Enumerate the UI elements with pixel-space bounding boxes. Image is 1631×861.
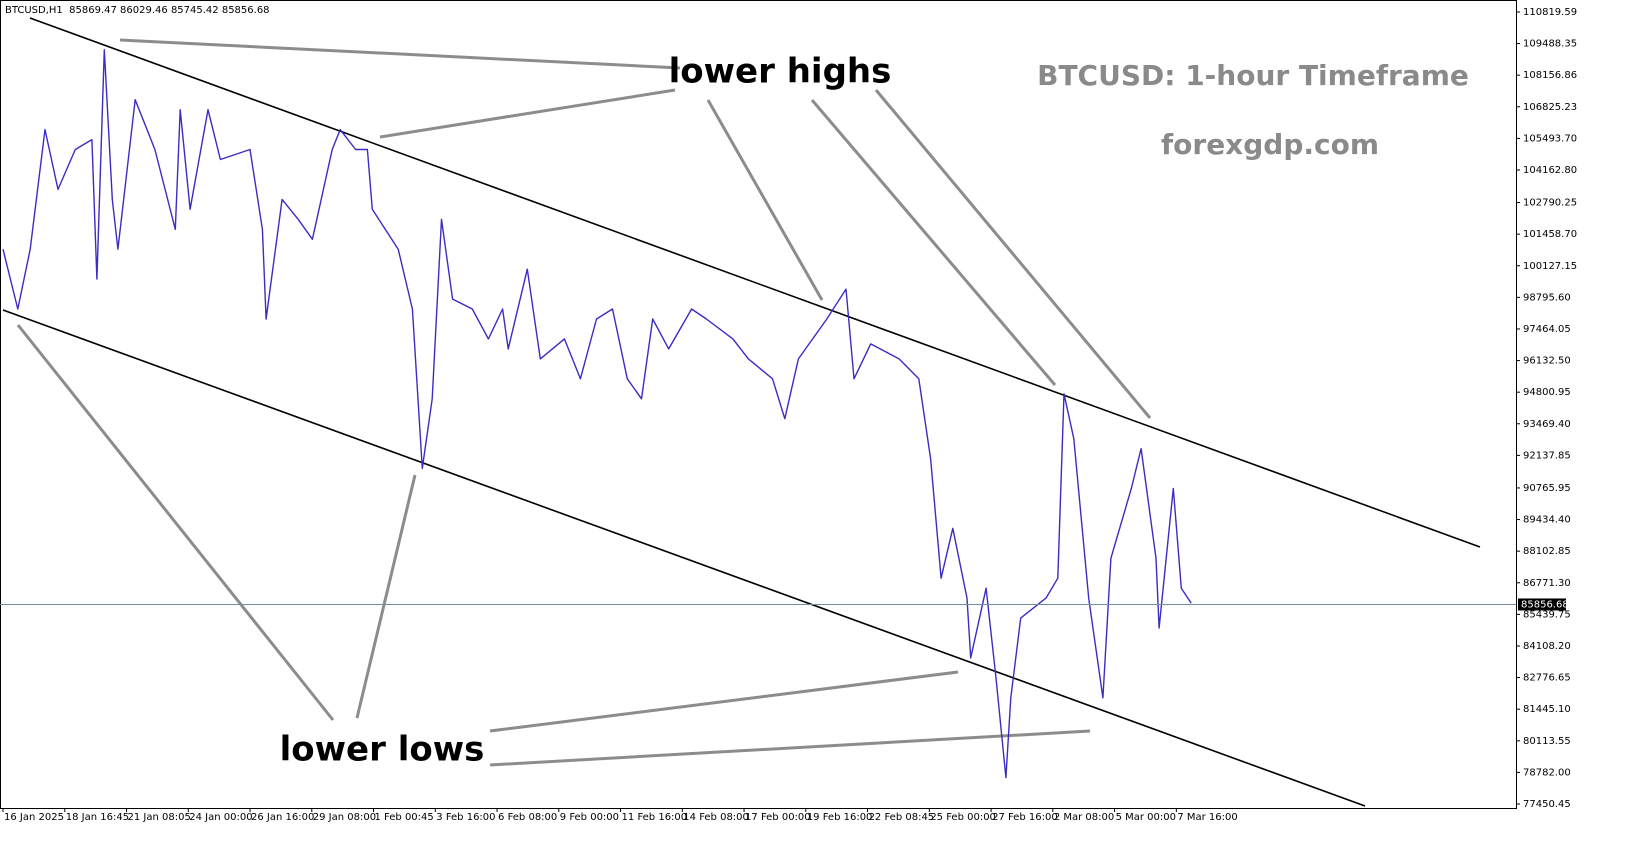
price-line <box>2 49 1192 779</box>
upper-trendline <box>29 17 1481 548</box>
x-tick-label: 27 Feb 16:00 <box>992 812 1058 823</box>
y-tick-label: 109488.35 <box>1523 39 1577 50</box>
chart-subtitle: forexgdp.com <box>1161 128 1379 161</box>
x-tick-label: 29 Jan 08:00 <box>313 812 376 823</box>
x-tick-label: 22 Feb 08:45 <box>869 812 935 823</box>
x-tick-label: 19 Feb 16:00 <box>807 812 873 823</box>
x-tick-label: 18 Jan 16:45 <box>66 812 129 823</box>
x-tick-label: 6 Feb 08:00 <box>498 812 557 823</box>
y-tick-label: 100127.15 <box>1523 261 1577 272</box>
x-tick-label: 7 Mar 16:00 <box>1177 812 1237 823</box>
x-tick-label: 14 Feb 08:00 <box>683 812 749 823</box>
y-tick-label: 81445.10 <box>1523 704 1571 715</box>
y-tick-label: 84108.20 <box>1523 641 1571 652</box>
lower-trendline <box>2 309 1366 807</box>
pointer <box>489 729 1091 767</box>
plot-frame <box>0 0 1517 809</box>
x-tick-label: 24 Jan 00:00 <box>189 812 252 823</box>
y-tick-label: 104162.80 <box>1523 165 1577 176</box>
y-tick-label: 88102.85 <box>1523 546 1571 557</box>
x-tick-label: 5 Mar 00:00 <box>1116 812 1176 823</box>
y-tick-label: 97464.05 <box>1523 324 1571 335</box>
y-tick-label: 92137.85 <box>1523 450 1571 461</box>
pointer <box>706 99 824 301</box>
pointers <box>16 38 1152 767</box>
x-tick-label: 11 Feb 16:00 <box>622 812 688 823</box>
y-tick-label: 108156.86 <box>1523 70 1577 81</box>
pointer <box>379 88 676 139</box>
y-tick-label: 80113.55 <box>1523 736 1571 747</box>
y-tick-label: 90765.95 <box>1523 483 1571 494</box>
y-tick-label: 77450.45 <box>1523 799 1571 810</box>
x-tick-label: 9 Feb 00:00 <box>560 812 619 823</box>
x-tick-label: 17 Feb 00:00 <box>745 812 811 823</box>
chart-title: BTCUSD: 1-hour Timeframe <box>1037 59 1469 92</box>
y-tick-label: 102790.25 <box>1523 198 1577 209</box>
pointer <box>119 38 681 70</box>
pointer <box>874 89 1152 419</box>
y-tick-label: 106825.23 <box>1523 102 1577 113</box>
annotation: lower lows <box>280 730 485 770</box>
y-tick-label: 96132.50 <box>1523 356 1571 367</box>
y-tick-label: 110819.59 <box>1523 7 1577 18</box>
x-tick-label: 26 Jan 16:00 <box>251 812 314 823</box>
pointer <box>810 99 1057 386</box>
y-tick-label: 86771.30 <box>1523 578 1571 589</box>
x-tick-label: 16 Jan 2025 <box>4 812 64 823</box>
y-tick-label: 85439.75 <box>1523 609 1571 620</box>
chart-header: BTCUSD,H1 85869.47 86029.46 85745.42 858… <box>5 5 270 16</box>
current-price-label: 85856.68 <box>1521 599 1569 610</box>
x-tick-label: 3 Feb 16:00 <box>436 812 495 823</box>
x-tick-label: 25 Feb 00:00 <box>930 812 996 823</box>
pointer <box>355 474 417 719</box>
y-tick-label: 98795.60 <box>1523 292 1571 303</box>
y-tick-label: 93469.40 <box>1523 419 1571 430</box>
y-tick-label: 89434.40 <box>1523 515 1571 526</box>
x-tick-label: 2 Mar 08:00 <box>1054 812 1114 823</box>
x-tick-label: 1 Feb 00:45 <box>375 812 434 823</box>
y-tick-label: 94800.95 <box>1523 387 1571 398</box>
annotation: lower highs <box>669 52 892 92</box>
x-tick-label: 21 Jan 08:05 <box>128 812 191 823</box>
pointer <box>489 670 959 733</box>
y-tick-label: 105493.70 <box>1523 133 1577 144</box>
y-tick-label: 78782.00 <box>1523 767 1571 778</box>
y-tick-label: 101458.70 <box>1523 229 1577 240</box>
pointer <box>16 324 335 721</box>
y-tick-label: 82776.65 <box>1523 673 1571 684</box>
current-price-box <box>1518 598 1566 611</box>
